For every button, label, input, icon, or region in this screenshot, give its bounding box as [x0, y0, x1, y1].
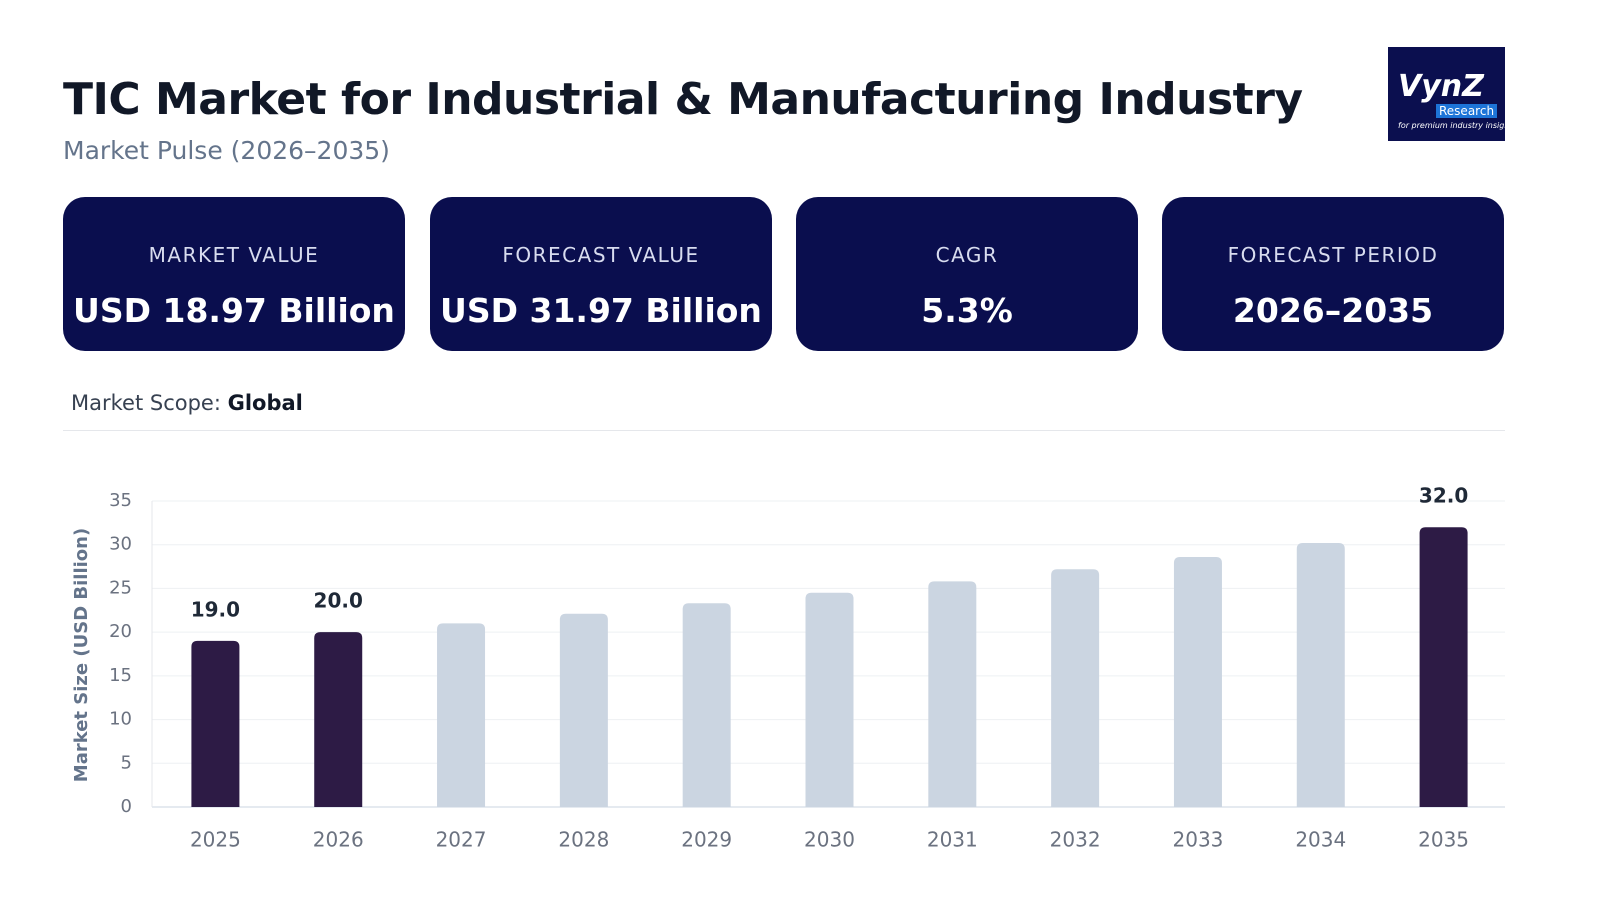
bar	[1173, 556, 1222, 807]
y-tick-label: 0	[121, 796, 132, 817]
logo-tagline: for premium industry insights	[1398, 121, 1517, 130]
kpi-label: MARKET VALUE	[148, 243, 320, 267]
kpi-card: CAGR 5.3%	[796, 197, 1138, 351]
y-tick-label: 25	[109, 577, 132, 598]
scope-value: Global	[227, 391, 303, 415]
x-tick-label: 2032	[1050, 828, 1101, 852]
kpi-value: 2026–2035	[1232, 291, 1434, 330]
divider	[63, 430, 1505, 431]
kpi-card: FORECAST PERIOD 2026–2035	[1162, 197, 1504, 351]
value-label: 20.0	[314, 589, 363, 613]
x-tick-label: 2029	[681, 828, 732, 852]
y-tick-label: 15	[109, 665, 132, 686]
bar	[314, 632, 363, 807]
x-tick-label: 2026	[313, 828, 364, 852]
logo: VynZ Research for premium industry insig…	[1388, 47, 1517, 141]
bar	[682, 603, 731, 807]
y-tick-label: 10	[109, 709, 132, 730]
y-tick-label: 30	[109, 534, 132, 555]
x-tick-label: 2025	[190, 828, 241, 852]
bar	[1419, 527, 1468, 807]
kpi-value: USD 18.97 Billion	[73, 291, 395, 330]
kpi-value: 5.3%	[921, 291, 1013, 330]
value-label: 32.0	[1419, 484, 1468, 508]
x-tick-label: 2031	[927, 828, 978, 852]
x-tick-label: 2027	[436, 828, 487, 852]
x-tick-label: 2034	[1295, 828, 1346, 852]
x-tick-label: 2030	[804, 828, 855, 852]
logo-sub: Research	[1436, 104, 1498, 118]
page-subtitle: Market Pulse (2026–2035)	[63, 136, 390, 165]
market-scope: Market Scope: Global	[71, 391, 303, 415]
kpi-card: FORECAST VALUE USD 31.97 Billion	[430, 197, 772, 351]
bar	[1051, 569, 1100, 807]
kpi-card: MARKET VALUE USD 18.97 Billion	[63, 197, 405, 351]
bar	[559, 613, 608, 807]
bar	[191, 640, 240, 807]
bar	[928, 581, 977, 807]
bar	[1296, 542, 1345, 807]
bar	[805, 592, 854, 807]
y-tick-label: 5	[121, 752, 132, 773]
kpi-label: FORECAST VALUE	[502, 243, 700, 267]
y-axis-label: Market Size (USD Billion)	[71, 528, 92, 782]
logo-name: VynZ	[1398, 69, 1484, 104]
scope-label: Market Scope:	[71, 391, 221, 415]
value-label: 19.0	[191, 597, 240, 621]
x-tick-label: 2035	[1418, 828, 1469, 852]
kpi-label: FORECAST PERIOD	[1227, 243, 1439, 267]
page-title: TIC Market for Industrial & Manufacturin…	[63, 74, 1303, 125]
x-tick-label: 2033	[1173, 828, 1224, 852]
x-tick-label: 2028	[558, 828, 609, 852]
kpi-value: USD 31.97 Billion	[440, 291, 762, 330]
y-tick-label: 35	[109, 490, 132, 511]
y-tick-label: 20	[109, 621, 132, 642]
kpi-label: CAGR	[935, 243, 999, 267]
bar	[437, 623, 486, 807]
